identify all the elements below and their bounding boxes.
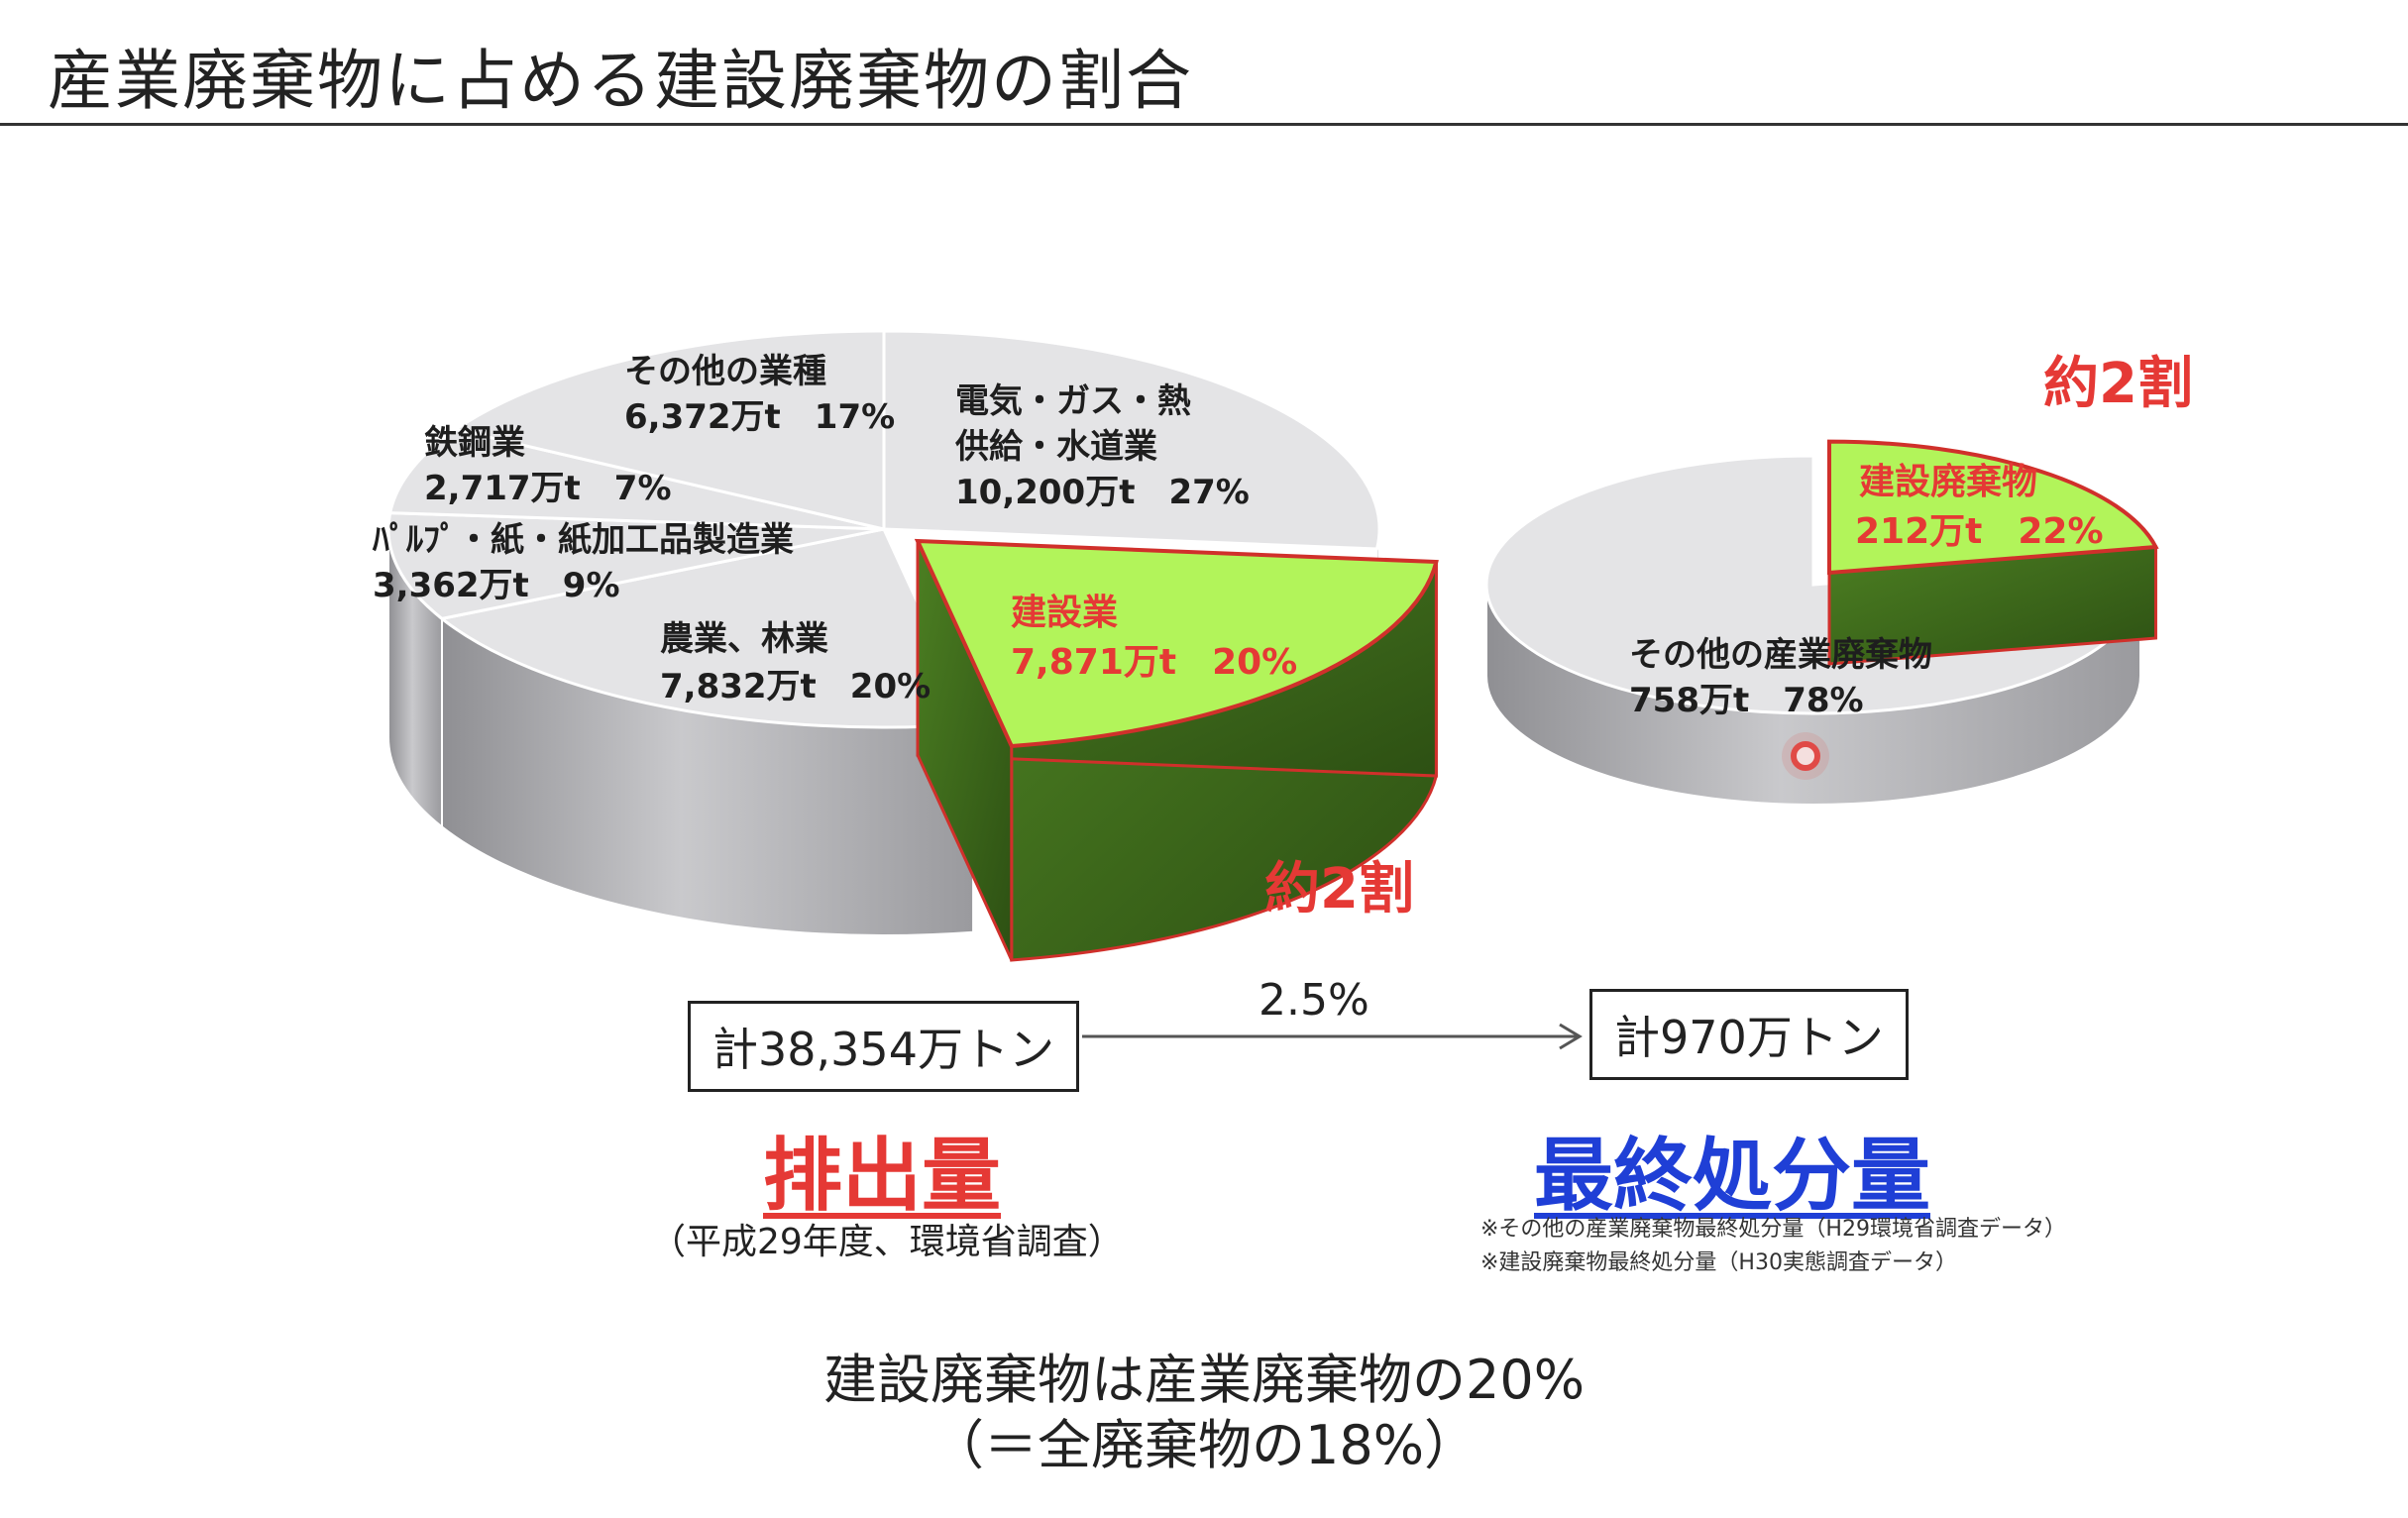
page-title: 産業廃棄物に占める建設廃棄物の割合 (48, 43, 1193, 119)
disposal-total-box: 計970万トン (1589, 989, 1909, 1080)
label-agriculture: 農業、林業 (660, 619, 828, 659)
summary: 建設廃棄物は産業廃棄物の20% （＝全廃棄物の18%） (0, 1348, 2408, 1478)
label-steel-value: 2,717万t 7% (424, 469, 672, 508)
disposal-source-notes: ※その他の産業廃棄物最終処分量（H29環境省調査データ） ※建設廃棄物最終処分量… (1480, 1213, 2066, 1280)
summary-line-1: 建設廃棄物は産業廃棄物の20% (822, 1349, 1586, 1411)
label-construction-waste: 建設廃棄物 (1859, 462, 2037, 502)
emission-approx-label: 約2割 (1264, 857, 1414, 922)
emission-pie-slice-5 (452, 329, 886, 531)
emission-pie-slice-4 (387, 427, 885, 531)
disposal-approx-label: 約2割 (2043, 352, 2193, 416)
emission-total-box: 計38,354万トン (688, 1001, 1079, 1092)
emission-pie-slice-1-highlight (914, 538, 1439, 749)
label-pulp-paper: ﾊﾟﾙﾌﾟ・紙・紙加工品製造業 (372, 520, 794, 560)
emission-pie-slices (386, 329, 1381, 729)
label-utilities-line2: 供給・水道業 (954, 427, 1157, 467)
emission-pie-slice-2 (438, 527, 976, 729)
disposal-source-note-1: ※その他の産業廃棄物最終処分量（H29環境省調査データ） (1480, 1217, 2066, 1242)
label-agriculture-value: 7,832万t 20% (660, 667, 930, 706)
emission-pie-highlight-slice (914, 538, 1439, 962)
flow-ratio-label: 2.5% (1259, 975, 1369, 1026)
pointer-dot (1791, 741, 1820, 771)
label-construction-waste-value: 212万t 22% (1855, 511, 2104, 552)
disposal-heading: 最終処分量 (1534, 1130, 1930, 1222)
label-other-industrial-waste: その他の産業廃棄物 (1629, 635, 1932, 675)
emission-pie-slice-0 (882, 329, 1381, 551)
disposal-source-note-2: ※建設廃棄物最終処分量（H30実態調査データ） (1480, 1250, 1957, 1275)
label-utilities-line1: 電気・ガス・熱 (955, 381, 1191, 421)
flow-arrowhead (1559, 1023, 1583, 1050)
label-utilities-value: 10,200万t 27% (955, 473, 1250, 512)
title-divider (0, 123, 2408, 126)
emission-pie-slice-3 (386, 511, 885, 620)
summary-line-2: （＝全廃棄物の18%） (930, 1414, 1478, 1476)
disposal-pie-slice-0-highlight (1827, 439, 2159, 576)
label-construction-value: 7,871万t 20% (1011, 642, 1297, 683)
label-other-industrial-waste-value: 758万t 78% (1629, 681, 1864, 720)
disposal-pie-highlight-slice (1827, 439, 2159, 666)
label-other-industries: その他の業種 (624, 352, 826, 391)
label-steel: 鉄鋼業 (424, 423, 525, 463)
pointer-glow (1782, 732, 1829, 780)
label-other-industries-value: 6,372万t 17% (624, 397, 895, 437)
emission-heading: 排出量 (763, 1130, 1001, 1222)
emission-source-note: （平成29年度、環境省調査） (650, 1222, 1124, 1262)
label-construction: 建設業 (1011, 593, 1118, 633)
label-pulp-paper-value: 3,362万t 9% (373, 566, 620, 605)
